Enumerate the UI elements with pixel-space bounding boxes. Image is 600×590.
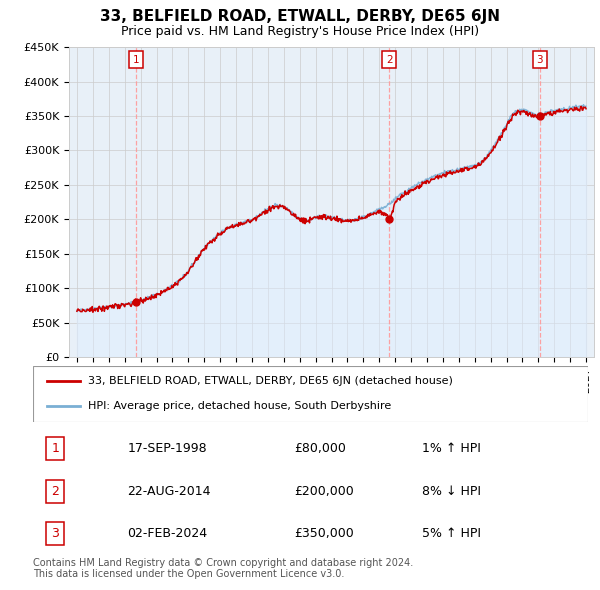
Text: 8% ↓ HPI: 8% ↓ HPI	[421, 484, 481, 498]
Text: Contains HM Land Registry data © Crown copyright and database right 2024.
This d: Contains HM Land Registry data © Crown c…	[33, 558, 413, 579]
Text: £200,000: £200,000	[294, 484, 353, 498]
Text: 17-SEP-1998: 17-SEP-1998	[127, 442, 207, 455]
Text: 1% ↑ HPI: 1% ↑ HPI	[421, 442, 481, 455]
Text: 5% ↑ HPI: 5% ↑ HPI	[421, 527, 481, 540]
Text: 02-FEB-2024: 02-FEB-2024	[127, 527, 208, 540]
Text: £80,000: £80,000	[294, 442, 346, 455]
Text: HPI: Average price, detached house, South Derbyshire: HPI: Average price, detached house, Sout…	[89, 401, 392, 411]
Text: Price paid vs. HM Land Registry's House Price Index (HPI): Price paid vs. HM Land Registry's House …	[121, 25, 479, 38]
Text: 3: 3	[51, 527, 59, 540]
Text: 1: 1	[133, 55, 139, 64]
Text: 2: 2	[51, 484, 59, 498]
Text: 22-AUG-2014: 22-AUG-2014	[127, 484, 211, 498]
Text: 3: 3	[536, 55, 543, 64]
Text: 33, BELFIELD ROAD, ETWALL, DERBY, DE65 6JN (detached house): 33, BELFIELD ROAD, ETWALL, DERBY, DE65 6…	[89, 376, 454, 386]
Text: £350,000: £350,000	[294, 527, 353, 540]
Text: 33, BELFIELD ROAD, ETWALL, DERBY, DE65 6JN: 33, BELFIELD ROAD, ETWALL, DERBY, DE65 6…	[100, 9, 500, 24]
Text: 1: 1	[51, 442, 59, 455]
Text: 2: 2	[386, 55, 392, 64]
